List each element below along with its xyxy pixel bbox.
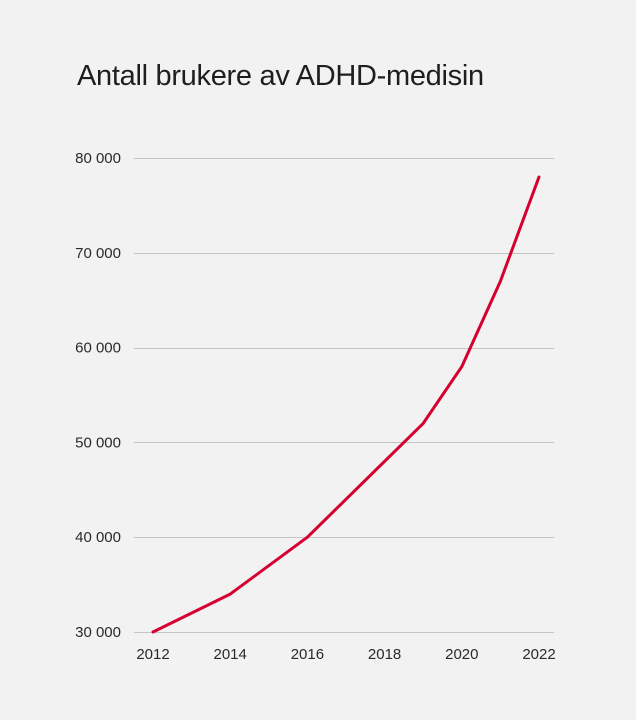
data-point — [538, 175, 541, 178]
y-tick-label: 80 000 — [75, 150, 121, 167]
data-point — [499, 280, 502, 283]
x-tick-label: 2022 — [522, 646, 555, 663]
x-tick-label: 2012 — [136, 646, 169, 663]
y-tick-label: 40 000 — [75, 529, 121, 546]
y-axis-ticks: 30 000 40 000 50 000 60 000 70 000 80 000 — [75, 150, 121, 641]
y-tick-label: 70 000 — [75, 245, 121, 262]
x-tick-label: 2016 — [291, 646, 324, 663]
y-tick-label: 30 000 — [75, 624, 121, 641]
data-point — [152, 631, 155, 634]
series-line-0 — [151, 175, 541, 634]
y-tick-label: 50 000 — [75, 434, 121, 451]
chart-title: Antall brukere av ADHD-medisin — [77, 60, 484, 92]
gridlines — [134, 158, 554, 633]
x-tick-label: 2020 — [445, 646, 478, 663]
x-axis-ticks: 2012 2014 2016 2018 2020 2022 — [136, 646, 555, 663]
series-layer — [151, 175, 541, 634]
data-point — [460, 365, 463, 368]
y-tick-label: 60 000 — [75, 340, 121, 357]
data-point — [422, 422, 425, 425]
x-tick-label: 2018 — [368, 646, 401, 663]
data-point — [229, 593, 232, 596]
data-point — [306, 536, 309, 539]
x-tick-label: 2014 — [214, 646, 247, 663]
